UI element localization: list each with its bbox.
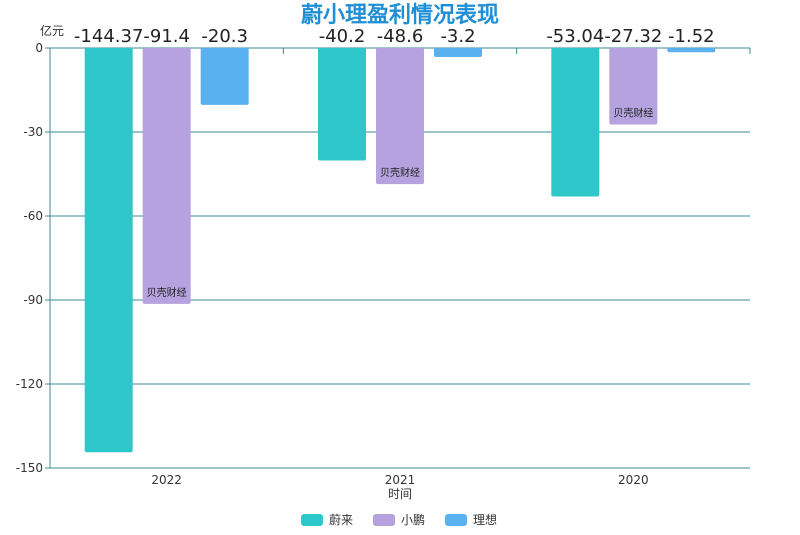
y-axis-unit: 亿元 — [40, 23, 64, 38]
bar-蔚来 — [318, 48, 366, 161]
bar-annotation: 贝壳财经 — [380, 166, 420, 179]
value-label: -40.2 — [319, 26, 366, 47]
value-label: -48.6 — [377, 26, 424, 47]
bar-小鹏 — [609, 48, 658, 125]
y-tick-label: -150 — [16, 461, 43, 475]
y-tick-label: -60 — [23, 209, 43, 223]
axes: 0 -30 -60 -90 -120 -150 2022 2021 2020 — [16, 41, 751, 487]
y-tick-label: -30 — [23, 125, 43, 139]
legend-label: 蔚来 — [329, 513, 353, 527]
bar-annotation: 贝壳财经 — [147, 286, 187, 299]
x-tick-label: 2021 — [385, 473, 416, 487]
value-label: -144.37 — [74, 26, 143, 47]
value-label: -53.04 — [546, 26, 604, 47]
value-label: -27.32 — [604, 26, 662, 47]
bar-小鹏 — [376, 48, 424, 185]
x-tick-label: 2020 — [618, 473, 649, 487]
value-label: -3.2 — [440, 26, 475, 47]
bar-小鹏 — [142, 48, 191, 304]
bar-蔚来 — [84, 48, 133, 453]
legend-swatch-理想 — [445, 514, 467, 526]
bar-annotation: 贝壳财经 — [613, 106, 653, 119]
value-label: -91.4 — [143, 26, 190, 47]
y-tick-label: -120 — [16, 377, 43, 391]
bar-理想 — [200, 48, 249, 105]
x-axis-label: 时间 — [388, 487, 412, 501]
bar-理想 — [434, 48, 482, 57]
x-tick-label: 2022 — [151, 473, 182, 487]
legend: 蔚来 小鹏 理想 — [301, 512, 497, 527]
chart-title: 蔚小理盈利情况表现 — [301, 2, 499, 28]
legend-swatch-蔚来 — [301, 514, 323, 526]
y-tick-label: -90 — [23, 293, 43, 307]
y-tick-label: 0 — [35, 41, 43, 55]
legend-swatch-小鹏 — [373, 514, 395, 526]
value-label: -1.52 — [668, 26, 715, 47]
bars — [84, 48, 716, 453]
value-label: -20.3 — [201, 26, 248, 47]
legend-label: 理想 — [473, 512, 497, 527]
value-labels: -144.37 -40.2 -53.04 -91.4 -48.6 -27.32 -20.3 -… — [74, 26, 715, 299]
bar-理想 — [667, 48, 716, 53]
legend-label: 小鹏 — [401, 513, 425, 527]
bar-蔚来 — [551, 48, 600, 197]
